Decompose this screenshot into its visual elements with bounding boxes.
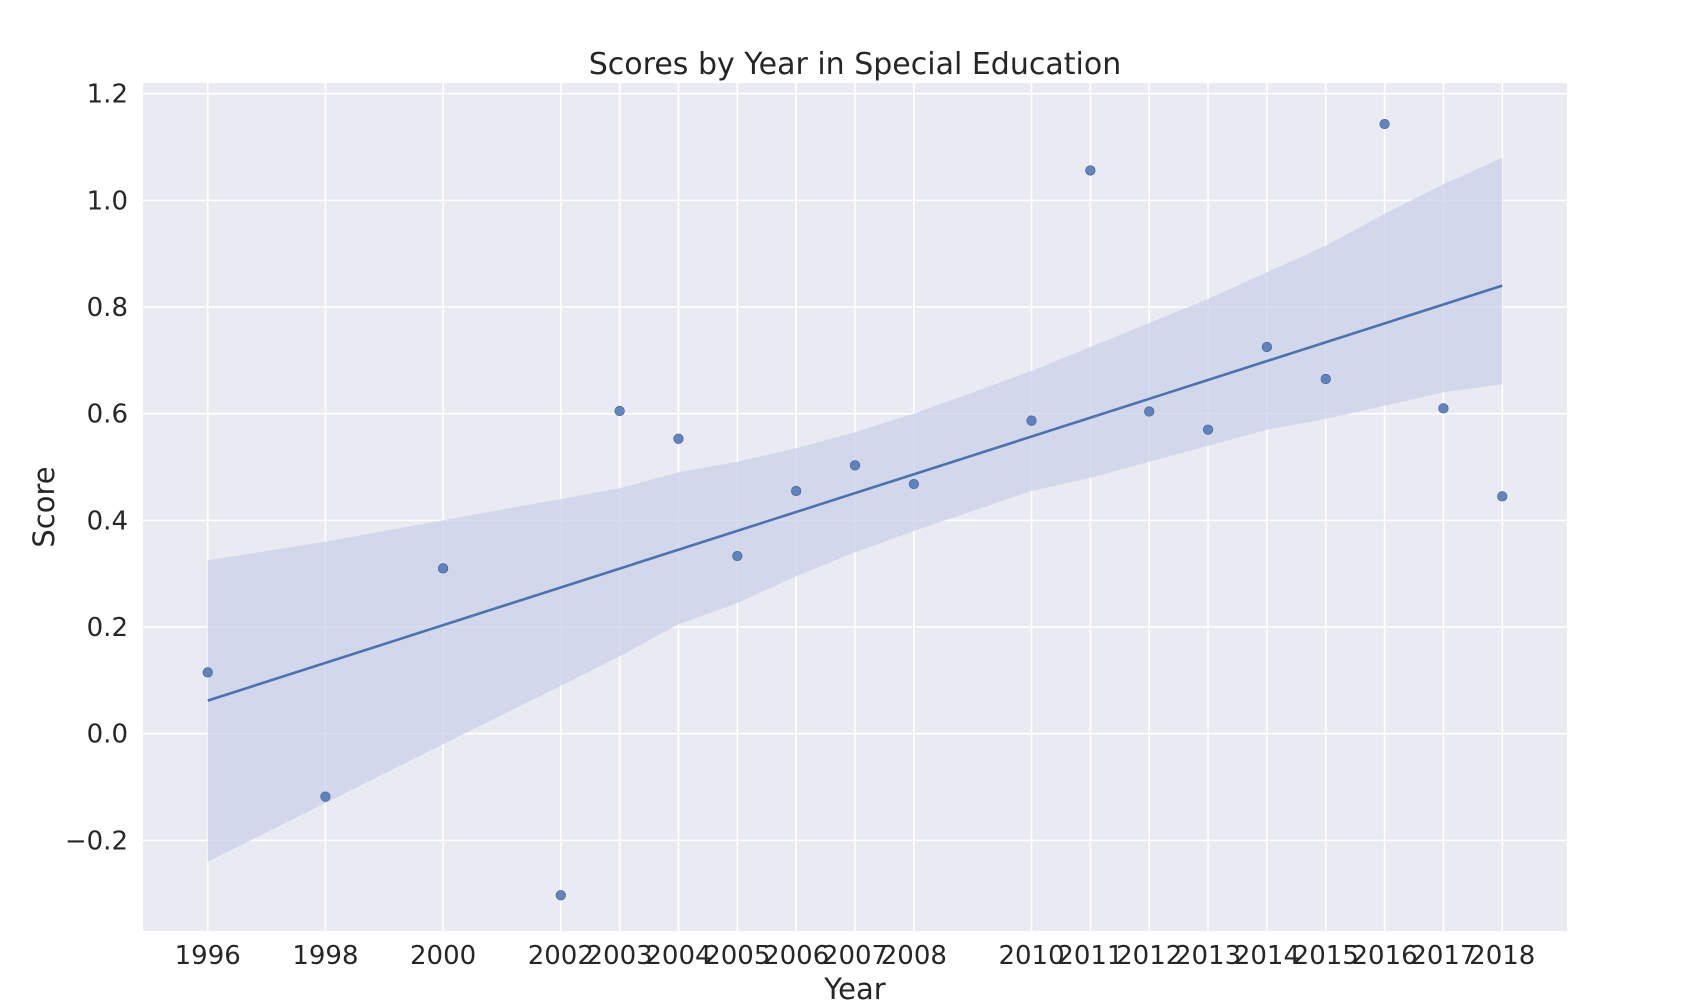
x-tick-label-2010: 2010 — [998, 941, 1064, 971]
x-tick-label-2002: 2002 — [528, 941, 594, 971]
y-tick-label-0: −0.2 — [65, 826, 128, 856]
x-tick-label-2013: 2013 — [1175, 941, 1241, 971]
x-tick-label-2017: 2017 — [1410, 941, 1476, 971]
data-point-2008 — [908, 478, 919, 490]
data-point-2005 — [732, 550, 743, 562]
x-tick-label-2014: 2014 — [1234, 941, 1300, 971]
data-point-2018 — [1497, 491, 1508, 502]
data-point-2000 — [437, 563, 449, 574]
y-tick-label-4: 0.6 — [87, 400, 128, 430]
x-tick-label-2015: 2015 — [1293, 941, 1359, 971]
data-point-2016 — [1379, 118, 1390, 130]
x-tick-label-2006: 2006 — [763, 941, 829, 971]
data-point-2017 — [1438, 403, 1449, 414]
data-points — [202, 118, 1508, 901]
x-tick-label-2000: 2000 — [410, 941, 476, 971]
y-tick-label-2: 0.2 — [87, 613, 128, 643]
data-point-2011 — [1085, 165, 1096, 176]
y-tick-label-7: 1.2 — [87, 80, 128, 110]
x-tick-label-2007: 2007 — [822, 941, 888, 971]
x-axis-title: Year — [823, 972, 885, 1004]
data-point-2007 — [849, 460, 861, 471]
data-point-2014 — [1261, 341, 1273, 353]
x-tick-label-2008: 2008 — [881, 941, 947, 971]
regression-line — [207, 284, 1503, 702]
data-point-2010 — [1026, 415, 1037, 426]
x-tick-label-2005: 2005 — [704, 941, 770, 971]
data-point-2002 — [555, 890, 566, 901]
data-point-2013 — [1202, 424, 1214, 435]
y-tick-label-1: 0.0 — [87, 720, 128, 750]
x-tick-label-2018: 2018 — [1469, 941, 1535, 971]
data-point-2012 — [1144, 406, 1155, 417]
x-tick-label-2016: 2016 — [1352, 941, 1418, 971]
data-point-2003 — [614, 405, 625, 417]
y-tick-labels: −0.2 0.0 0.2 0.4 0.6 0.8 1.0 1.2 — [65, 80, 128, 857]
x-tick-label-2003: 2003 — [587, 941, 653, 971]
x-tick-label-2012: 2012 — [1116, 941, 1182, 971]
data-point-2015 — [1320, 373, 1331, 385]
x-tick-label-2011: 2011 — [1057, 941, 1123, 971]
y-tick-label-3: 0.4 — [87, 506, 128, 536]
y-axis-title: Score — [27, 466, 61, 547]
y-tick-label-5: 0.8 — [87, 293, 128, 323]
data-point-2006 — [791, 485, 802, 497]
y-tick-label-6: 1.0 — [87, 186, 128, 216]
data-point-1998 — [320, 791, 331, 802]
x-tick-labels: 1996 1998 2000 2002200320042005200620072008… — [175, 941, 1536, 971]
data-point-2004 — [673, 433, 684, 444]
x-tick-label-1996: 1996 — [175, 941, 241, 971]
confidence-band — [207, 157, 1503, 862]
data-point-1996 — [202, 667, 213, 678]
x-tick-label-2004: 2004 — [645, 941, 711, 971]
chart-title: Scores by Year in Special Education — [589, 47, 1121, 82]
x-tick-label-1998: 1998 — [292, 941, 358, 971]
